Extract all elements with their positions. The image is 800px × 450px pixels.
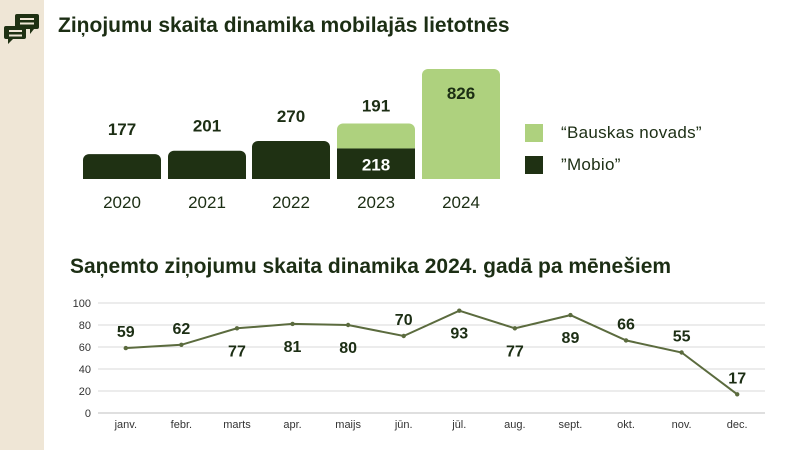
side-band [0,0,44,450]
x-tick-label-dec.: dec. [727,419,748,431]
bar-bauskas-foot-2024 [422,173,500,179]
data-point-nov. [679,350,684,355]
y-tick-label-100: 100 [73,298,91,310]
x-tick-label-marts: marts [223,419,251,431]
bar-mobio-base-2022 [252,173,330,179]
data-point-okt. [623,338,629,343]
data-label-janv.: 59 [117,324,135,341]
data-point-janv. [123,345,128,351]
line-chart-title: Saņemto ziņojumu skaita dinamika 2024. g… [70,255,672,278]
data-point-maijs [345,322,351,328]
data-label-okt.: 66 [617,316,635,333]
x-tick-label-apr.: apr. [283,419,301,431]
data-label-apr.: 81 [284,339,302,356]
x-tick-label-2022: 2022 [272,193,310,212]
data-label-mobio-2021: 201 [193,117,221,136]
bar-mobio-2020 [83,154,161,179]
legend-label-bauskas: “Bauskas novads” [561,123,702,142]
data-point-sept. [568,312,573,318]
data-label-bauskas-2024: 826 [447,84,475,103]
x-tick-label-2024: 2024 [442,193,480,212]
data-point-jūl. [457,308,462,313]
data-label-dec.: 17 [728,370,746,387]
bar-mobio-2021 [168,150,246,179]
x-tick-label-2023: 2023 [357,193,395,212]
x-tick-label-jūn.: jūn. [394,419,413,431]
data-point-aug. [512,326,518,331]
data-label-jūl.: 93 [450,326,468,343]
x-tick-label-janv.: janv. [114,419,137,431]
data-label-aug.: 77 [506,343,524,360]
legend-swatch-bauskas [525,124,543,142]
bar-bauskas-2023 [337,123,415,149]
data-label-febr.: 62 [172,321,190,338]
bar-chart: 177 2020 201 2021 270 2022 191 218 2023 826 2024 [83,69,500,212]
x-tick-label-aug.: aug. [504,419,525,431]
bar-bauskas-base-2023 [337,142,415,149]
line-chart: 0 20 40 60 80 100 59 janv. 62 febr. 77 marts 81 apr. 8… [73,298,765,431]
chat-bubbles-icon [4,14,39,44]
data-label-mobio-2020: 177 [108,120,136,139]
data-label-mobio-2022: 270 [277,107,305,126]
data-point-apr. [290,321,295,327]
x-tick-label-maijs: maijs [335,419,361,431]
bar-mobio-base-2021 [168,173,246,179]
data-label-bauskas-2023: 191 [362,96,390,115]
x-tick-label-nov.: nov. [672,419,692,431]
data-point-jūn. [401,333,406,339]
bar-mobio-base-2020 [83,173,161,179]
legend-label-mobio: ”Mobio” [561,155,621,174]
y-tick-label-20: 20 [79,386,91,398]
data-point-marts [234,326,240,331]
data-label-mobio-2023: 218 [362,155,390,174]
x-tick-label-2021: 2021 [188,193,226,212]
data-point-dec. [735,392,740,397]
y-tick-label-80: 80 [79,320,91,332]
data-label-marts: 77 [228,343,246,360]
x-tick-label-sept.: sept. [559,419,583,431]
x-tick-label-2020: 2020 [103,193,141,212]
series-line [125,309,738,396]
x-tick-label-okt.: okt. [617,419,635,431]
bar-bauskas-2024 [422,69,500,179]
bar-mobio-2022 [252,141,330,179]
x-tick-label-febr.: febr. [171,419,192,431]
legend-swatch-mobio [525,156,543,174]
y-tick-label-0: 0 [85,408,91,420]
x-tick-label-jūl.: jūl. [451,419,466,431]
bar-chart-title: Ziņojumu skaita dinamika mobilajās lieto… [58,14,510,37]
data-label-nov.: 55 [673,329,691,346]
bar-mobio-2023 [337,148,415,179]
data-label-jūn.: 70 [395,312,413,329]
data-label-sept.: 89 [562,330,580,347]
data-point-febr. [179,342,184,347]
y-tick-label-60: 60 [79,342,91,354]
data-label-maijs: 80 [339,340,357,357]
y-tick-label-40: 40 [79,364,91,376]
